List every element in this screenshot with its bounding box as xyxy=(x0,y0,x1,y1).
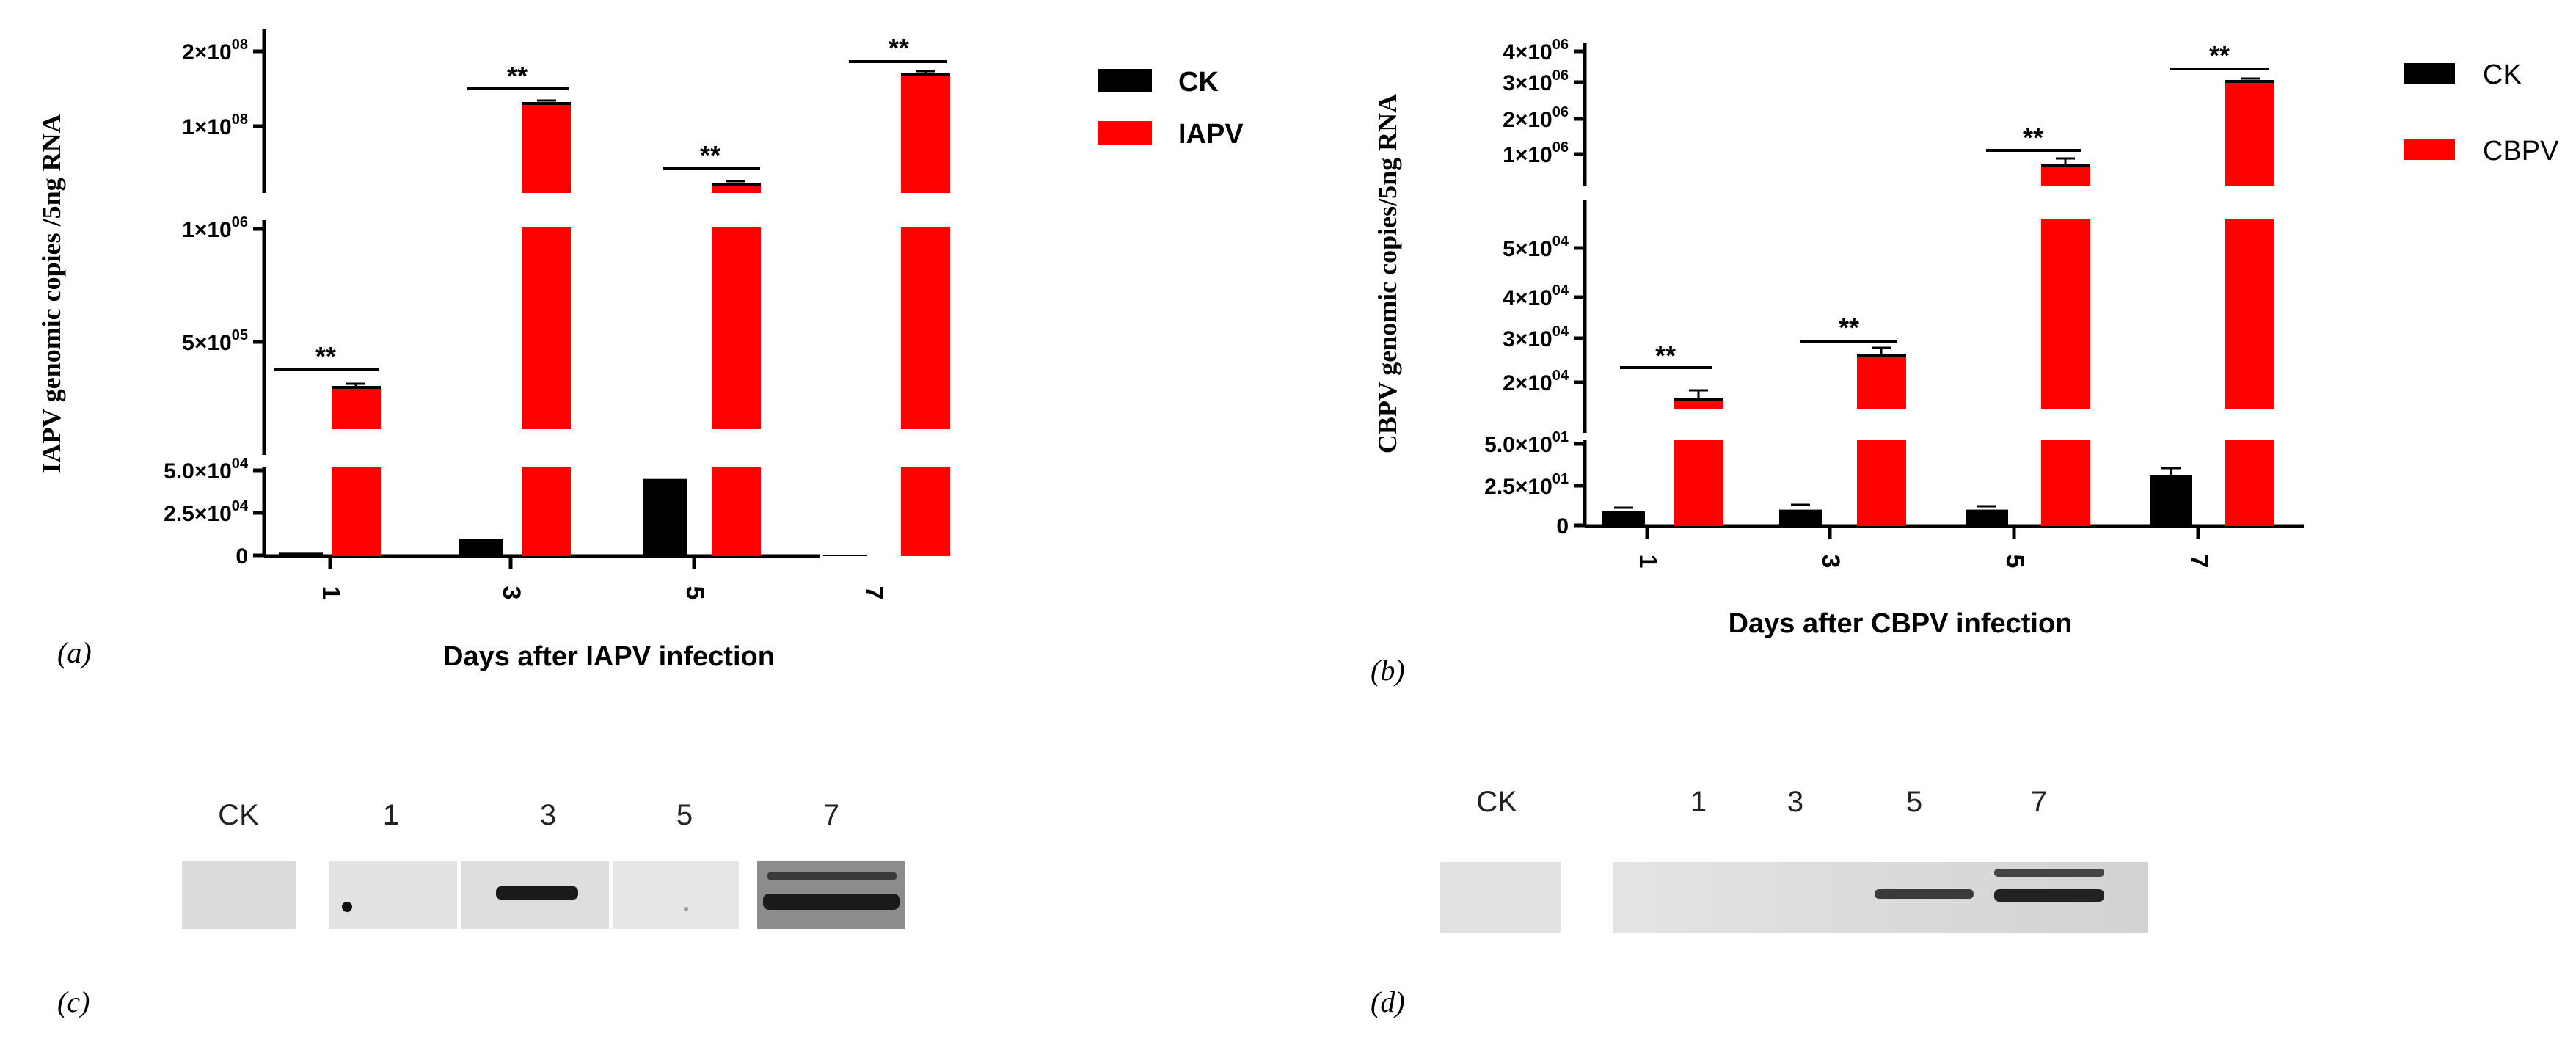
significance-label: ** xyxy=(2209,40,2230,70)
y-tick-a-5e4: 5.0×1004 xyxy=(164,456,249,484)
y-tick-b-2e4: 2×1004 xyxy=(1503,368,1569,395)
significance-label: ** xyxy=(1839,313,1859,343)
lane-label: CK xyxy=(1476,786,1517,818)
y-tick-a-1e6: 1×1006 xyxy=(182,214,248,242)
category-label: 5 xyxy=(2001,555,2029,569)
bar-ck-day7 xyxy=(2150,475,2192,526)
bar-ck-day5 xyxy=(1966,509,2008,526)
blot-strip-ck xyxy=(182,861,296,929)
blot-strip-ck xyxy=(1440,862,1561,933)
y-tick-a-0: 0 xyxy=(236,544,248,569)
panel-d-blot: CK 1 3 5 7 (d) xyxy=(1371,786,2148,1018)
panel-label-c: (c) xyxy=(57,985,90,1018)
bar-ck-day3 xyxy=(1779,509,1822,526)
bar-ck-day1 xyxy=(1602,511,1645,526)
lane-label: 7 xyxy=(823,799,839,831)
panel-label-a: (a) xyxy=(57,636,92,669)
significance-label: ** xyxy=(507,61,528,91)
y-axis-label-a: IAPV genomic copies /5ng RNA xyxy=(37,114,66,473)
bar-ck-day5 xyxy=(643,478,687,556)
y-tick-b-0: 0 xyxy=(1556,514,1569,539)
y-tick-b-4e4: 4×1004 xyxy=(1503,282,1569,310)
lane-label: 3 xyxy=(1787,786,1803,818)
y-tick-b-3e6: 3×1006 xyxy=(1503,68,1569,95)
x-axis-label-a: Days after IAPV infection xyxy=(443,641,775,672)
bar-ck-day1 xyxy=(279,552,323,556)
legend-swatch-ck xyxy=(2404,63,2455,84)
bar-cbpv-day5 xyxy=(2041,157,2090,526)
category-label: 3 xyxy=(1817,555,1845,569)
significance-label: ** xyxy=(889,33,909,63)
bar-cbpv-day3 xyxy=(1857,346,1906,526)
blot-strip-1 xyxy=(329,861,457,929)
legend-label-iapv: IAPV xyxy=(1178,119,1244,150)
bar-iapv-day7 xyxy=(901,70,950,556)
y-tick-b-5e1: 5.0×1001 xyxy=(1484,429,1569,457)
panel-label-d: (d) xyxy=(1371,985,1405,1018)
category-label: 5 xyxy=(681,586,709,600)
category-label: 1 xyxy=(1634,555,1662,569)
lane-label: 7 xyxy=(2031,786,2047,818)
blot-band xyxy=(1875,889,1974,899)
y-tick-a-5e5: 5×1005 xyxy=(182,327,248,355)
blot-band xyxy=(1994,889,2104,902)
bar-iapv-day1 xyxy=(332,382,381,556)
legend-swatch-cbpv xyxy=(2404,139,2455,160)
blot-strip-5 xyxy=(613,861,739,929)
bar-cbpv-day1 xyxy=(1674,389,1723,526)
legend-swatch-iapv xyxy=(1098,121,1152,145)
legend-swatch-ck xyxy=(1098,69,1152,92)
bar-iapv-day5 xyxy=(712,180,761,556)
y-tick-a-25e4: 2.5×1004 xyxy=(164,498,249,526)
lane-label: CK xyxy=(218,799,259,831)
bar-cbpv-day7 xyxy=(2225,77,2274,526)
lane-label: 1 xyxy=(1690,786,1707,818)
significance-label: ** xyxy=(2023,123,2043,153)
lane-label: 5 xyxy=(676,799,693,831)
y-axis-label-b: CBPV genomic copies/5ng RNA xyxy=(1373,94,1402,453)
panel-b-chart: 4×1006 3×1006 2×1006 1×1006 5×1004 4×100… xyxy=(1371,37,2559,687)
panel-label-b: (b) xyxy=(1371,654,1405,687)
panel-a-chart: 2×1008 1×1008 1×1006 5×1005 5.0×1004 2.5… xyxy=(37,29,1244,672)
y-tick-b-1e6: 1×1006 xyxy=(1503,139,1569,167)
category-label: 3 xyxy=(497,586,525,600)
panel-c-blot: CK 1 3 5 7 (c) xyxy=(57,799,905,1018)
legend-label-ck: CK xyxy=(2483,59,2522,90)
category-label: 1 xyxy=(317,586,345,600)
category-label: 7 xyxy=(860,586,888,600)
lane-label: 3 xyxy=(540,799,556,831)
category-label: 7 xyxy=(2185,555,2213,569)
lane-label: 1 xyxy=(383,799,399,831)
bar-iapv-day3 xyxy=(522,99,571,556)
y-tick-b-5e4: 5×1004 xyxy=(1503,233,1569,261)
significance-label: ** xyxy=(1655,340,1676,371)
lane-label: 5 xyxy=(1906,786,1922,818)
bar-ck-day3 xyxy=(459,539,503,556)
y-tick-b-2e6: 2×1006 xyxy=(1503,104,1569,132)
y-tick-b-4e6: 4×1006 xyxy=(1503,37,1569,65)
blot-band xyxy=(763,894,900,910)
y-tick-a-2e8: 2×1008 xyxy=(182,37,248,65)
significance-label: ** xyxy=(315,341,336,371)
significance-label: ** xyxy=(700,140,720,170)
legend-label-ck: CK xyxy=(1178,67,1219,98)
bar-ck-day7 xyxy=(823,555,867,556)
blot-band xyxy=(496,886,578,900)
legend-label-cbpv: CBPV xyxy=(2483,136,2559,167)
y-tick-b-3e4: 3×1004 xyxy=(1503,324,1569,351)
x-axis-label-b: Days after CBPV infection xyxy=(1729,608,2073,639)
y-tick-a-1e8: 1×1008 xyxy=(182,112,248,139)
y-tick-b-25e1: 2.5×1001 xyxy=(1484,471,1569,499)
